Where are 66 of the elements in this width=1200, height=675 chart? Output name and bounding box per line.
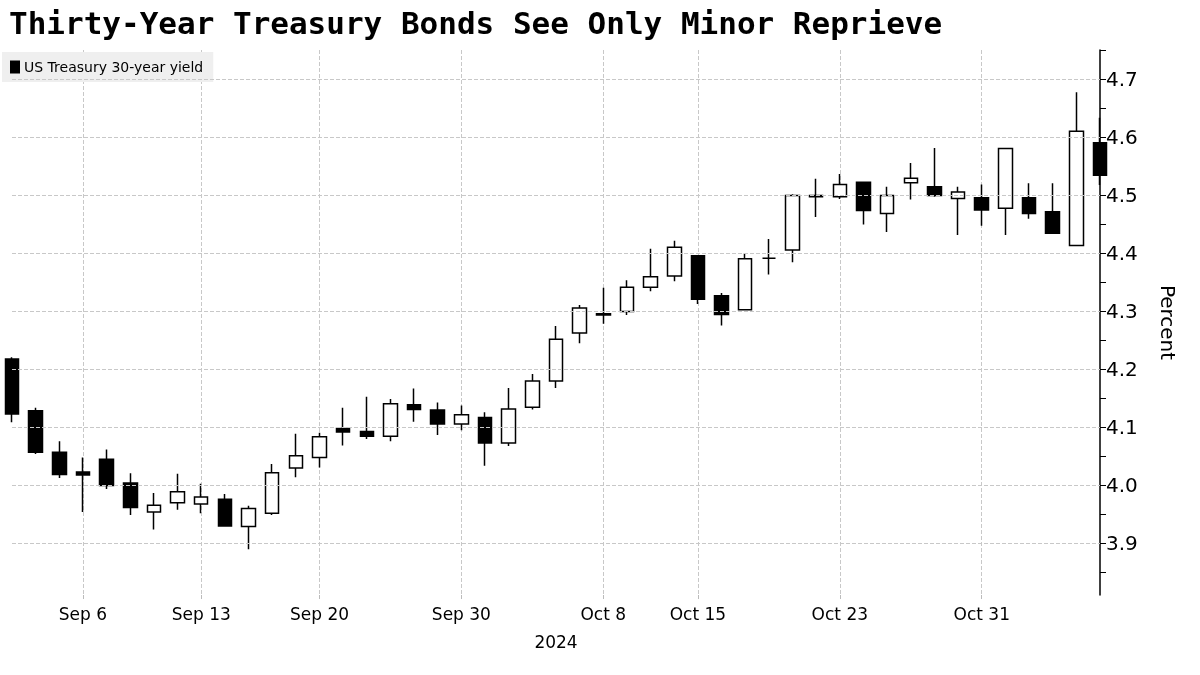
candlestick [997, 147, 1014, 236]
candlestick [619, 279, 635, 316]
candlestick [713, 292, 730, 327]
y-tick-label: 4.2 [1106, 356, 1138, 381]
y-tick-label: 4.1 [1106, 414, 1138, 439]
candlestick [855, 181, 872, 226]
candlestick [690, 254, 706, 305]
candlestick [548, 325, 564, 389]
x-tick-label: Oct 23 [811, 603, 869, 624]
candlestick [571, 304, 588, 345]
y-tick-label: 4.4 [1106, 240, 1138, 265]
candlestick [264, 463, 280, 516]
y-tick-label: 4.6 [1106, 124, 1138, 149]
candlestick [642, 248, 659, 292]
candlestick [926, 147, 943, 198]
legend-label: US Treasury 30-year yield [24, 59, 204, 75]
x-axis-title: 2024 [534, 631, 578, 652]
candlestick [1044, 182, 1061, 235]
x-tick-label: Sep 13 [171, 603, 231, 624]
candlestick [477, 411, 493, 467]
candlestick [903, 162, 919, 201]
candlestick [75, 456, 91, 513]
x-tick-label: Oct 15 [669, 603, 727, 624]
candlestick [382, 398, 399, 443]
candlestick [146, 492, 162, 531]
candlestick [359, 395, 375, 440]
candlestick [311, 431, 328, 469]
x-tick-label: Sep 30 [431, 603, 491, 624]
candlestick [666, 240, 683, 283]
candlestick [193, 482, 209, 514]
candlestick [4, 356, 20, 423]
candlestick [288, 433, 304, 479]
y-tick-label: 4.7 [1106, 66, 1138, 91]
candlestick [51, 440, 68, 479]
candlestick [879, 186, 895, 233]
candlestick [429, 401, 446, 436]
x-tick-label: Sep 20 [289, 603, 350, 624]
candlestick [406, 387, 422, 423]
candlestick [524, 373, 541, 411]
candlestick [169, 473, 186, 511]
candlestick [832, 173, 848, 200]
y-tick-label: 4.5 [1106, 182, 1138, 207]
candlestick [737, 252, 753, 311]
candlestick [122, 472, 139, 516]
chart-title: Thirty-Year Treasury Bonds See Only Minor Reprieve [9, 4, 943, 41]
candlestick [240, 504, 257, 550]
candlestick [27, 406, 44, 455]
candlestick [950, 186, 966, 236]
candlestick [217, 493, 233, 528]
x-tick-label: Sep 6 [58, 603, 108, 624]
x-tick-label: Oct 31 [953, 603, 1010, 624]
candlestick [761, 238, 777, 276]
y-tick-label: 4.0 [1106, 472, 1138, 497]
y-tick-label: 4.3 [1106, 298, 1138, 323]
x-tick-label: Oct 8 [580, 603, 627, 624]
y-tick-label: 3.9 [1106, 530, 1138, 555]
candlestick [1021, 182, 1037, 220]
candlestick [1068, 91, 1085, 247]
candlestick [453, 404, 470, 432]
candlestick [973, 183, 990, 227]
candlestick [500, 387, 517, 447]
y-axis-title: Percent [1156, 284, 1180, 361]
candlestick [784, 193, 801, 263]
candlestick [98, 448, 115, 490]
candlestick [335, 406, 351, 447]
candlestick [595, 286, 612, 325]
